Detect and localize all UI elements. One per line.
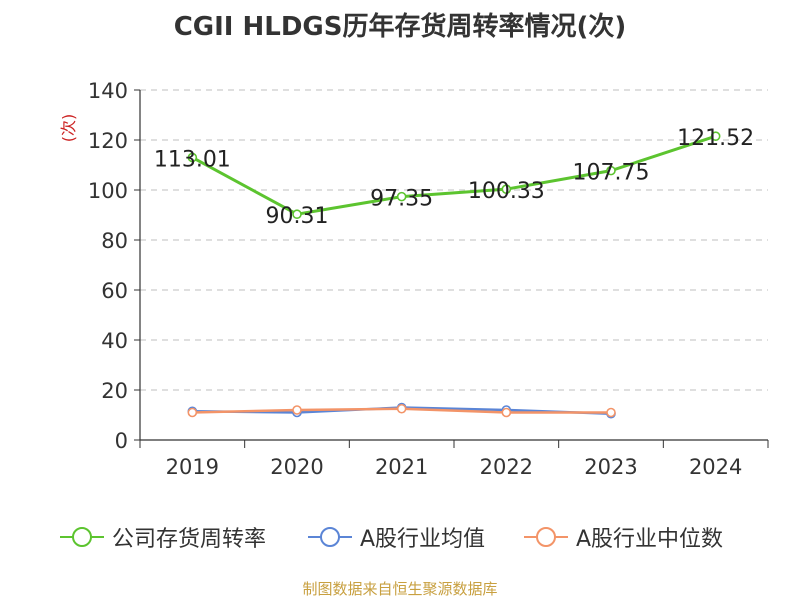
legend-item-company[interactable]: 公司存货周转率 (58, 520, 266, 554)
x-tick-label: 2019 (166, 455, 219, 479)
legend-item-industry-mean[interactable]: A股行业均值 (306, 520, 485, 554)
data-point (396, 403, 407, 414)
chart-title: CGII HLDGS历年存货周转率情况(次) (173, 12, 627, 42)
y-tick-label: 80 (101, 229, 128, 253)
x-tick-label: 2023 (584, 455, 637, 479)
legend-item-industry-median[interactable]: A股行业中位数 (522, 520, 723, 554)
legend-label-company: 公司存货周转率 (112, 527, 267, 552)
data-label: 113.01 (154, 147, 231, 172)
y-tick-label: 60 (101, 279, 128, 303)
data-point (187, 152, 198, 163)
data-label: 100.33 (468, 179, 545, 204)
data-point (187, 407, 198, 418)
legend-swatch-industry-median (524, 527, 568, 547)
data-point (606, 407, 616, 418)
y-tick-label: 20 (101, 379, 128, 403)
legend-swatch-company (60, 527, 104, 547)
x-tick-label: 2021 (375, 455, 428, 479)
series-line (191, 134, 717, 216)
data-point (710, 131, 721, 141)
legend-swatch-industry-mean (308, 527, 352, 547)
x-tick-label: 2020 (270, 455, 323, 479)
data-point (501, 407, 512, 418)
y-tick-label: 40 (101, 329, 128, 353)
legend-label-industry-median: A股行业中位数 (576, 527, 724, 552)
source-note: 制图数据来自恒生聚源数据库 (302, 580, 498, 598)
y-axis-label: (次) (59, 114, 78, 143)
data-point (606, 165, 616, 176)
data-point (292, 405, 302, 415)
y-tick-label: 0 (115, 429, 128, 453)
x-tick-label: 2022 (480, 455, 533, 479)
data-point (292, 209, 302, 220)
y-tick-label: 120 (88, 129, 128, 153)
x-tick-label: 2024 (689, 455, 742, 479)
data-point (501, 184, 512, 194)
data-label: 97.35 (370, 187, 433, 212)
data-label: 107.75 (573, 161, 650, 186)
legend-label-industry-mean: A股行业均值 (360, 527, 486, 552)
data-point (396, 191, 407, 202)
y-tick-label: 100 (88, 179, 128, 203)
y-tick-label: 140 (88, 79, 128, 103)
data-label: 121.52 (677, 126, 754, 151)
legend: 公司存货周转率 A股行业均值 A股行业中位数 (0, 520, 800, 554)
data-label: 90.31 (266, 204, 329, 229)
